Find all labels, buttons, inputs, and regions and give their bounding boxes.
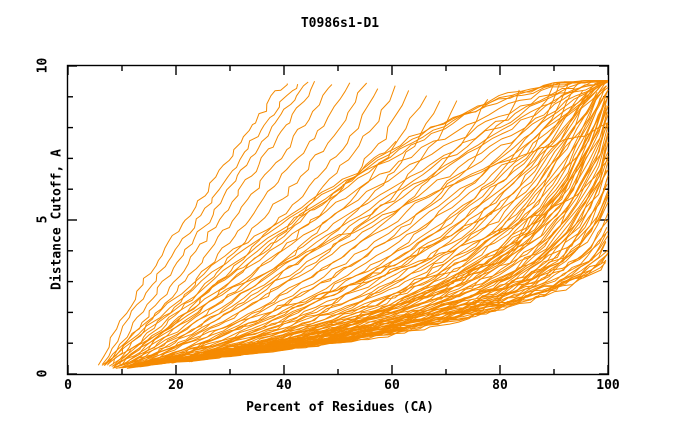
data-curve — [125, 80, 608, 368]
x-tick-label: 40 — [276, 378, 292, 393]
plot-frame — [66, 64, 610, 376]
y-tick-label: 0 — [35, 369, 51, 378]
data-curve — [163, 84, 569, 365]
x-tick-label: 80 — [492, 378, 508, 393]
data-curve — [126, 131, 609, 369]
y-tick-label: 10 — [35, 57, 51, 74]
data-curve — [113, 81, 602, 368]
data-curve — [102, 83, 299, 365]
x-tick-label: 60 — [384, 378, 400, 393]
data-curve — [127, 158, 609, 367]
data-curve — [201, 259, 607, 359]
axes-frame — [66, 64, 610, 376]
x-tick-label: 0 — [64, 378, 72, 393]
data-curve — [146, 99, 489, 365]
data-curve — [156, 82, 555, 364]
data-curve — [121, 82, 368, 366]
data-curve — [127, 81, 609, 368]
data-curve — [112, 80, 316, 365]
data-curve — [141, 100, 441, 366]
data-curve — [159, 83, 561, 365]
x-tick-label: 20 — [168, 378, 184, 393]
y-tick-label: 5 — [35, 215, 51, 224]
data-curve — [111, 80, 607, 367]
data-curve — [126, 85, 396, 366]
data-curve — [119, 105, 609, 369]
data-curve — [149, 89, 520, 365]
data-curve — [113, 84, 333, 366]
data-curve — [107, 80, 608, 365]
data-curve — [114, 80, 609, 369]
data-curve — [126, 81, 608, 367]
data-curve — [119, 82, 351, 365]
data-curve — [132, 140, 397, 363]
data-curve — [113, 122, 609, 368]
data-curve — [136, 86, 606, 366]
data-curve — [108, 80, 607, 367]
data-curve — [172, 99, 608, 364]
data-curve — [97, 83, 288, 366]
chart-title: T0986s1-D1 — [300, 16, 380, 31]
data-curve — [120, 80, 607, 369]
data-curve — [123, 88, 379, 366]
data-curve — [121, 81, 609, 369]
y-axis-title: Distance Cutoff, A — [49, 149, 65, 290]
data-curve — [204, 262, 607, 359]
data-curve — [177, 91, 598, 363]
x-axis-title: Percent of Residues (CA) — [246, 400, 434, 415]
data-curve — [129, 151, 609, 368]
data-curve — [133, 81, 605, 365]
x-tick-label: 100 — [596, 378, 620, 393]
data-curves — [97, 80, 609, 369]
data-curve — [131, 90, 410, 366]
data-curve — [139, 201, 607, 368]
data-curve — [120, 111, 608, 369]
data-curve — [106, 81, 309, 366]
data-curve — [137, 95, 428, 366]
data-curve — [122, 122, 608, 368]
data-curve — [163, 87, 575, 364]
data-curve — [143, 100, 458, 366]
data-curve — [170, 90, 583, 364]
